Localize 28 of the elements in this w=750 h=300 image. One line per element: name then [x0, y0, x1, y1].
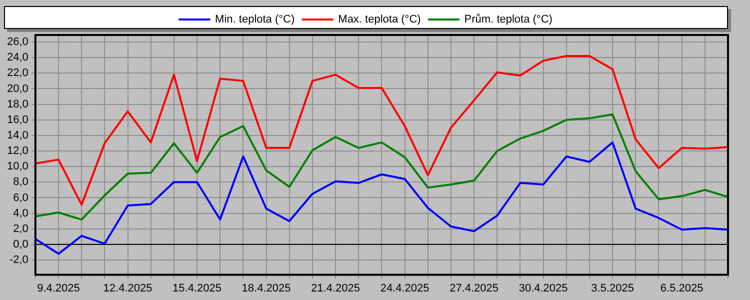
y-tick-label: 12,0 — [6, 145, 28, 158]
x-tick-label: 27.4.2025 — [450, 282, 499, 294]
x-tick-label: 30.4.2025 — [518, 282, 568, 294]
x-tick-label: 3.5.2025 — [591, 282, 634, 294]
x-tick-label: 12.4.2025 — [103, 282, 152, 294]
y-tick-label: 16,0 — [6, 114, 28, 126]
y-tick-label: 8,0 — [13, 176, 28, 188]
x-tick-label: 24.4.2025 — [380, 282, 430, 294]
x-tick-label: 6.5.2025 — [660, 282, 704, 294]
legend-label: Prům. teplota (°C) — [464, 14, 552, 26]
x-tick-label: 15.4.2025 — [172, 282, 222, 294]
x-tick-label: 18.4.2025 — [242, 282, 291, 294]
y-tick-label: 14,0 — [6, 129, 28, 142]
y-tick-label: 2,0 — [13, 222, 28, 235]
y-tick-label: 18,0 — [6, 98, 28, 110]
y-tick-label: -2,0 — [9, 254, 28, 266]
y-tick-label: 0,0 — [13, 238, 28, 250]
y-tick-label: 20,0 — [6, 82, 28, 95]
y-tick-label: 4,0 — [13, 207, 28, 220]
y-tick-label: 24,0 — [6, 52, 28, 64]
legend-label: Max. teplota (°C) — [338, 14, 421, 26]
x-tick-label: 21.4.2025 — [311, 282, 360, 294]
y-tick-label: 22,0 — [6, 67, 28, 80]
legend-label: Min. teplota (°C) — [215, 14, 295, 26]
y-tick-label: 26,0 — [6, 36, 28, 48]
y-tick-label: 6,0 — [13, 192, 28, 204]
y-tick-label: 10,0 — [6, 160, 28, 173]
x-tick-label: 9.4.2025 — [37, 282, 80, 294]
